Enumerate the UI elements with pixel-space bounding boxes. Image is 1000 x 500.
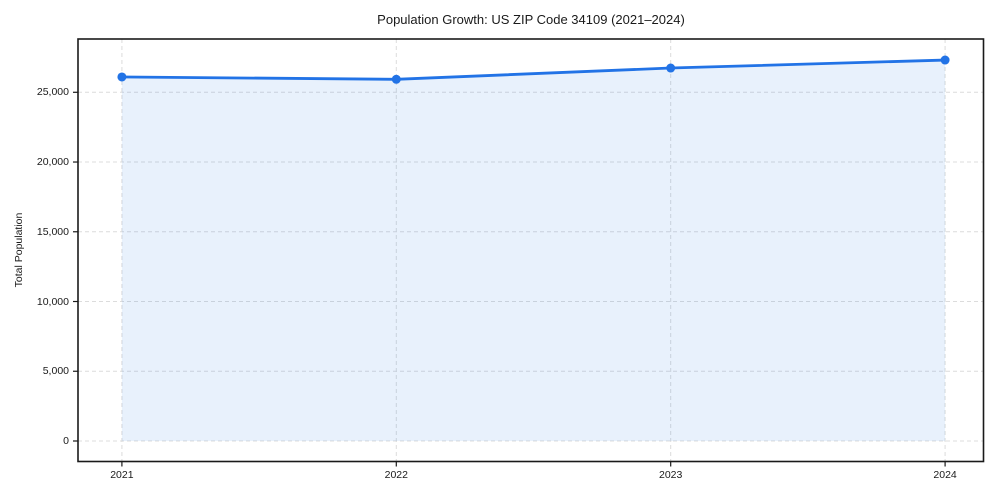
y-tick-label: 0: [63, 434, 69, 447]
y-tick-label: 20,000: [36, 156, 69, 169]
x-tick-label: 2021: [110, 469, 134, 481]
y-tick-label: 10,000: [36, 295, 69, 308]
chart-title: Population Growth: US ZIP Code 34109 (20…: [377, 12, 685, 27]
y-tick-label: 25,000: [36, 86, 69, 99]
plot-border: [77, 38, 985, 463]
x-tick-label: 2024: [933, 469, 957, 481]
trend-line: [120, 58, 947, 81]
data-point-2021: [117, 72, 127, 82]
y-tick-label: 15,000: [36, 225, 69, 238]
x-tick-label: 2023: [659, 469, 683, 481]
data-point-2023: [666, 63, 676, 73]
area-fill: [121, 60, 946, 441]
x-tick-label: 2022: [384, 469, 408, 481]
data-point-2024: [940, 55, 950, 65]
y-tick-label: 5,000: [42, 365, 69, 378]
data-point-2022: [391, 74, 401, 84]
